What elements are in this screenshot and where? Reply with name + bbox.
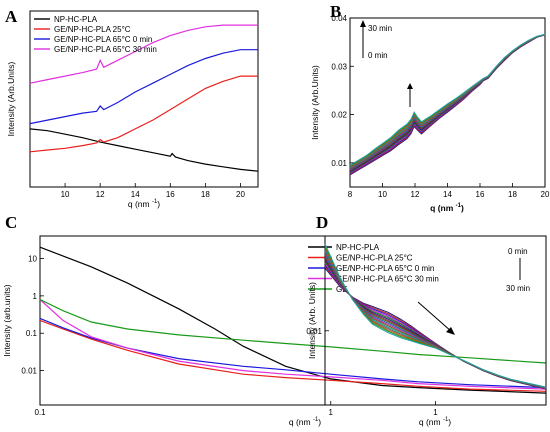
legend-label: GE/NP-HC-PLA 25°C	[336, 254, 413, 263]
x-tick-label: 10	[378, 190, 387, 199]
series-line	[29, 49, 258, 125]
legend-label: NP-HC-PLA	[54, 15, 98, 24]
panel-b-chart: 8 10 12 14 16 18 20 0.01 0.02 0.03 0.04 q (nm -1) In…	[310, 14, 550, 213]
series-line	[349, 33, 546, 166]
panel-label-d: D	[316, 213, 328, 232]
x-axis-label-sup: -1	[313, 417, 319, 423]
series-line	[39, 319, 547, 392]
time-arrow-head	[360, 20, 366, 27]
x-tick-label: 12	[411, 190, 420, 199]
legend-label: GE	[336, 285, 348, 294]
x-tick-label: 14	[443, 190, 452, 199]
x-axis-label-end: )	[318, 417, 321, 427]
x-tick-label: 16	[476, 190, 485, 199]
x-tick-label: 18	[201, 190, 210, 199]
series-line	[29, 24, 258, 84]
peak-arrow-head	[407, 83, 413, 89]
panel-d-chart: 1 0.01 q (nm -1) Intensity (Arb. Units) 0 mi…	[306, 235, 547, 427]
x-axis-label: q (nm -1)	[430, 203, 464, 213]
annotation-0min: 0 min	[368, 51, 388, 60]
panel-label-a: A	[5, 7, 18, 26]
y-axis-label: Intensity (arb.units)	[2, 284, 12, 356]
y-tick-label: 0.01	[21, 367, 37, 376]
panel-a-chart: 10 12 14 16 18 20 q (nm -1) Intensity (Arb.Unit…	[6, 10, 259, 209]
annotation-30min: 30 min	[506, 284, 530, 293]
legend-label: GE/NP-HC-PLA 65°C 30 min	[336, 275, 439, 284]
x-tick-label: 1	[329, 408, 334, 417]
legend-label: NP-HC-PLA	[336, 243, 380, 252]
x-tick-label: 20	[541, 190, 550, 199]
x-axis-label: q (nm -1)	[128, 199, 160, 209]
y-tick-label: 0.02	[331, 111, 347, 120]
x-axis-label: q (nm -1)	[289, 417, 321, 427]
plot-frame	[29, 10, 259, 188]
y-axis-label: Intensity (Arb. Units)	[307, 282, 317, 359]
legend-label: GE/NP-HC-PLA 65°C 30 min	[54, 45, 157, 54]
panel-c-chart: 0.1 1 0.01 0.1 1 10 q (nm -1) Intensity (arb.un…	[2, 235, 547, 427]
plot-frame	[349, 17, 546, 188]
x-axis-label-main: q (nm	[128, 199, 152, 209]
annotation-0min: 0 min	[508, 247, 528, 256]
y-tick-label: 10	[28, 254, 37, 263]
panel-label-b: B	[330, 2, 341, 21]
x-axis-label-end: )	[448, 417, 451, 427]
x-axis-label-end: )	[157, 199, 160, 209]
panel-label-c: C	[5, 213, 17, 232]
series-line	[29, 75, 258, 153]
x-tick-label: 20	[236, 190, 245, 199]
y-tick-label: 0.04	[331, 14, 347, 23]
y-axis-label: Intensity (Arb.Units)	[310, 65, 320, 140]
series-line	[39, 298, 547, 364]
y-axis-label: Intensity (Arb.Units)	[6, 62, 16, 137]
x-axis-label-sup: -1	[456, 203, 462, 209]
x-axis-label-main: q (nm	[419, 417, 443, 427]
legend-label: GE/NP-HC-PLA 65°C 0 min	[54, 35, 152, 44]
x-axis-label-sup: -1	[152, 199, 158, 205]
x-tick-label: 1	[433, 408, 438, 417]
x-axis-label-sup: -1	[443, 417, 449, 423]
x-tick-label: 14	[131, 190, 140, 199]
x-tick-label: 8	[348, 190, 353, 199]
series-line	[324, 243, 547, 388]
y-tick-label: 0.1	[26, 329, 38, 338]
x-tick-label: 0.1	[34, 408, 46, 417]
legend-label: GE/NP-HC-PLA 65°C 0 min	[336, 264, 434, 273]
x-tick-label: 16	[166, 190, 175, 199]
x-axis-label-main: q (nm	[289, 417, 313, 427]
x-axis-label-main: q (nm	[430, 203, 456, 213]
y-tick-label: 0.01	[306, 327, 322, 336]
trend-arrow	[417, 301, 453, 333]
plot-frame	[39, 235, 547, 406]
series-line	[39, 317, 547, 389]
x-axis-label: q (nm -1)	[419, 417, 451, 427]
x-tick-label: 18	[508, 190, 517, 199]
y-tick-label: 1	[33, 292, 38, 301]
series-line	[39, 246, 547, 394]
trend-arrow-head	[446, 327, 455, 335]
legend-label: GE/NP-HC-PLA 25°C	[54, 25, 131, 34]
x-axis-label-end: )	[461, 203, 464, 213]
annotation-30min: 30 min	[368, 24, 392, 33]
y-tick-label: 0.01	[331, 159, 347, 168]
x-tick-label: 12	[96, 190, 105, 199]
y-tick-label: 0.03	[331, 62, 347, 71]
x-tick-label: 10	[61, 190, 70, 199]
series-line	[39, 299, 547, 390]
series-line	[29, 128, 259, 172]
